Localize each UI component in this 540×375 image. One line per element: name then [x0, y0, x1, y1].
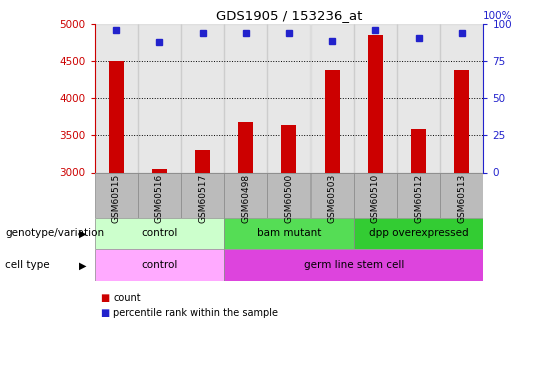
- Text: percentile rank within the sample: percentile rank within the sample: [113, 308, 279, 318]
- Bar: [94, 172, 138, 217]
- Bar: [138, 172, 181, 217]
- Bar: [138, 24, 181, 172]
- Bar: [94, 24, 138, 172]
- Bar: [224, 249, 483, 281]
- Text: GSM60513: GSM60513: [457, 174, 466, 223]
- Bar: [94, 249, 224, 281]
- Bar: [310, 24, 354, 172]
- Text: GSM60512: GSM60512: [414, 174, 423, 223]
- Text: control: control: [141, 260, 178, 270]
- Text: ▶: ▶: [79, 260, 86, 270]
- Title: GDS1905 / 153236_at: GDS1905 / 153236_at: [215, 9, 362, 22]
- Bar: [224, 172, 267, 217]
- Text: bam mutant: bam mutant: [256, 228, 321, 238]
- Text: germ line stem cell: germ line stem cell: [303, 260, 404, 270]
- Text: GSM60500: GSM60500: [285, 174, 293, 223]
- Text: GSM60515: GSM60515: [112, 174, 120, 223]
- Bar: [181, 172, 224, 217]
- Bar: [152, 169, 167, 172]
- Bar: [454, 69, 469, 172]
- Bar: [224, 217, 354, 249]
- Text: ▶: ▶: [79, 228, 86, 238]
- Text: GSM60510: GSM60510: [371, 174, 380, 223]
- Bar: [354, 24, 397, 172]
- Text: dpp overexpressed: dpp overexpressed: [369, 228, 468, 238]
- Bar: [325, 69, 340, 172]
- Text: 100%: 100%: [483, 11, 513, 21]
- Bar: [310, 172, 354, 217]
- Text: cell type: cell type: [5, 260, 50, 270]
- Bar: [238, 122, 253, 172]
- Bar: [368, 36, 383, 172]
- Bar: [224, 24, 267, 172]
- Bar: [397, 172, 440, 217]
- Bar: [440, 172, 483, 217]
- Text: GSM60517: GSM60517: [198, 174, 207, 223]
- Text: GSM60516: GSM60516: [155, 174, 164, 223]
- Bar: [181, 24, 224, 172]
- Bar: [411, 129, 426, 172]
- Bar: [354, 172, 397, 217]
- Bar: [354, 217, 483, 249]
- Text: genotype/variation: genotype/variation: [5, 228, 105, 238]
- Bar: [281, 125, 296, 172]
- Bar: [195, 150, 210, 172]
- Bar: [267, 172, 310, 217]
- Text: ■: ■: [100, 308, 109, 318]
- Bar: [267, 24, 310, 172]
- Text: count: count: [113, 293, 141, 303]
- Bar: [109, 62, 124, 172]
- Bar: [94, 217, 224, 249]
- Text: ■: ■: [100, 293, 109, 303]
- Bar: [397, 24, 440, 172]
- Text: GSM60503: GSM60503: [328, 174, 336, 223]
- Bar: [440, 24, 483, 172]
- Text: control: control: [141, 228, 178, 238]
- Text: GSM60498: GSM60498: [241, 174, 250, 223]
